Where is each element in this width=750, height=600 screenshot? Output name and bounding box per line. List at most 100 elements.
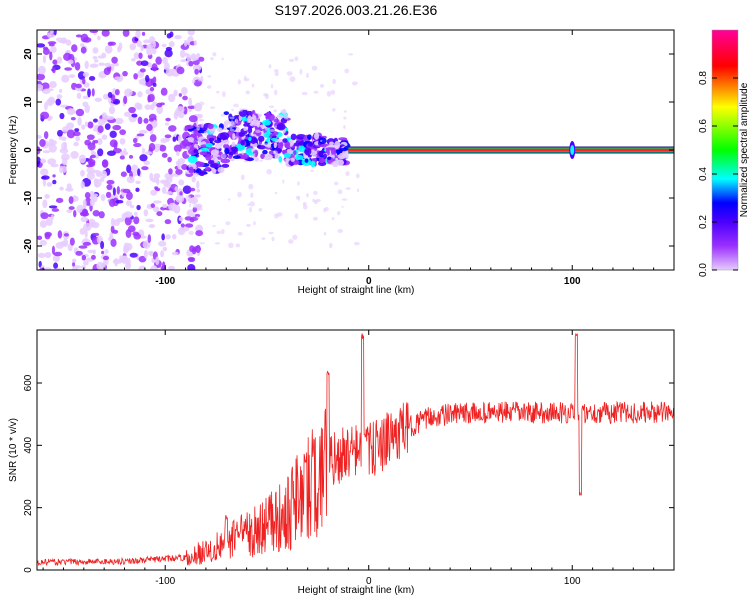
spectrogram-faint-blob (288, 239, 294, 244)
spectrogram-noise-blob (77, 116, 82, 126)
spectrogram-band-blob (330, 147, 337, 156)
spectrogram-faint-blob (265, 126, 268, 131)
spectrogram-noise-blob (138, 78, 146, 85)
spectrogram-noise-blob (47, 158, 57, 165)
spectrogram-noise-blob (176, 150, 180, 157)
spectrogram-faint-blob (332, 78, 336, 85)
spectrogram-noise-blob (73, 209, 77, 218)
spectrogram-faint-blob (330, 89, 336, 95)
spectrogram-noise-blob (49, 80, 57, 89)
spectrogram-noise-blob (138, 52, 143, 59)
spectrogram-faint-blob (221, 228, 225, 235)
spectrogram-noise-blob (140, 44, 144, 52)
spectrogram-noise-blob (141, 166, 149, 171)
spectrogram-noise-blob (187, 41, 191, 46)
spectrogram-faint-blob (193, 172, 199, 177)
spectrogram-faint-blob (249, 201, 255, 207)
spectrogram-noise-blob (148, 143, 156, 152)
spectrogram-noise-blob (102, 93, 110, 100)
spectrogram-noise-blob (67, 59, 74, 65)
spectrogram-faint-blob (192, 54, 196, 58)
spectrogram-noise-blob (82, 78, 86, 85)
spectrogram-noise-blob (37, 65, 46, 75)
spectrogram-faint-blob (292, 234, 298, 240)
spectrogram-noise-blob (42, 178, 47, 187)
spectrogram-noise-blob (128, 106, 136, 114)
spectrogram-noise-blob (104, 62, 111, 68)
spectrogram-faint-blob (188, 230, 194, 236)
snr-panel: -100 0 100 0 200 400 600 Height of straight l… (8, 329, 675, 596)
spectrogram-noise-blob (130, 164, 139, 174)
spectrogram-noise-blob (123, 147, 127, 155)
spectrogram-noise-blob (50, 163, 59, 168)
spectrogram-noise-blob (120, 255, 129, 265)
spectrogram-noise-blob (155, 56, 162, 65)
spectrogram-band-blob (262, 119, 272, 126)
spectrogram-noise-blob (123, 95, 128, 105)
spectrogram-noise-blob (37, 43, 46, 48)
spectrogram-noise-blob (164, 219, 172, 225)
spectrogram-noise-blob (92, 47, 99, 54)
spectrogram-noise-blob (129, 43, 137, 51)
spectrogram-noise-blob (181, 164, 188, 171)
colorbar-tick-label: 0.8 (698, 71, 709, 85)
spectrogram-noise-blob (100, 240, 105, 250)
spectrogram-noise-blob (164, 49, 173, 58)
spectrogram-noise-blob (106, 179, 115, 185)
spectrogram-band-blob (232, 132, 236, 140)
spectrogram-faint-blob (196, 215, 199, 219)
spectrogram-faint-blob (311, 65, 318, 71)
spectrogram-noise-blob (86, 134, 95, 141)
spectrogram-band-blob (217, 166, 225, 174)
spectrogram-noise-blob (126, 242, 133, 251)
spectrogram-noise-blob (98, 211, 105, 219)
spectrogram-noise-blob (88, 161, 96, 167)
colorbar-tick-label: 0.6 (698, 119, 709, 133)
spectrogram-band-blob (243, 123, 249, 127)
spectrogram-noise-blob (156, 211, 163, 217)
spectrogram-noise-blob (75, 135, 80, 142)
spectrogram-noise-blob (97, 118, 106, 126)
spectrogram-noise-blob (89, 30, 99, 33)
spectrogram-band-blob (213, 139, 222, 144)
spectrogram-x-tick-label: -100 (155, 276, 175, 287)
spectrogram-noise-blob (148, 117, 154, 122)
spectrogram-noise-blob (141, 147, 145, 154)
spectrogram-noise-blob (179, 49, 186, 59)
spectrogram-noise-blob (168, 125, 177, 132)
spectrogram-band-blob (215, 142, 223, 149)
spectrogram-band-blob (293, 142, 301, 147)
spectrogram-noise-blob (52, 254, 60, 262)
spectrogram-noise-blob (103, 67, 111, 76)
spectrogram-noise-blob (165, 191, 173, 195)
spectrogram-noise-blob (104, 249, 109, 254)
spectrogram-band-blob (188, 166, 194, 174)
spectrogram-faint-blob (284, 158, 290, 162)
spectrogram-band-blob (224, 147, 230, 155)
spectrogram-y-tick-label: -10 (23, 190, 34, 205)
spectrogram-noise-blob (133, 216, 140, 225)
spectrogram-faint-blob (237, 191, 242, 198)
spectrogram-faint-blob (337, 228, 343, 233)
spectrogram-band-blob (310, 160, 316, 168)
spectrogram-noise-blob (136, 133, 145, 137)
spectrogram-faint-blob (255, 118, 259, 121)
spectrogram-noise-blob (97, 125, 104, 134)
spectrogram-faint-blob (190, 123, 193, 127)
spectrogram-band-blob (260, 153, 265, 160)
spectrogram-noise-blob (73, 141, 79, 147)
spectrogram-noise-blob (168, 41, 175, 48)
spectrogram-band-blob (262, 149, 268, 155)
spectrogram-noise-blob (163, 62, 170, 71)
spectrogram-faint-blob (222, 91, 226, 98)
spectrogram-faint-blob (341, 198, 348, 201)
spectrogram-faint-blob (250, 192, 254, 198)
spectrogram-noise-blob (112, 187, 116, 196)
spectrogram-noise-blob (100, 194, 106, 202)
spectrogram-noise-blob (145, 74, 150, 83)
spectrogram-noise-blob (52, 59, 58, 65)
spectrogram-noise-blob (168, 168, 173, 175)
spectrogram-noise-blob (74, 265, 82, 269)
spectrogram-faint-blob (212, 52, 217, 57)
spectrogram-noise-blob (53, 262, 59, 269)
